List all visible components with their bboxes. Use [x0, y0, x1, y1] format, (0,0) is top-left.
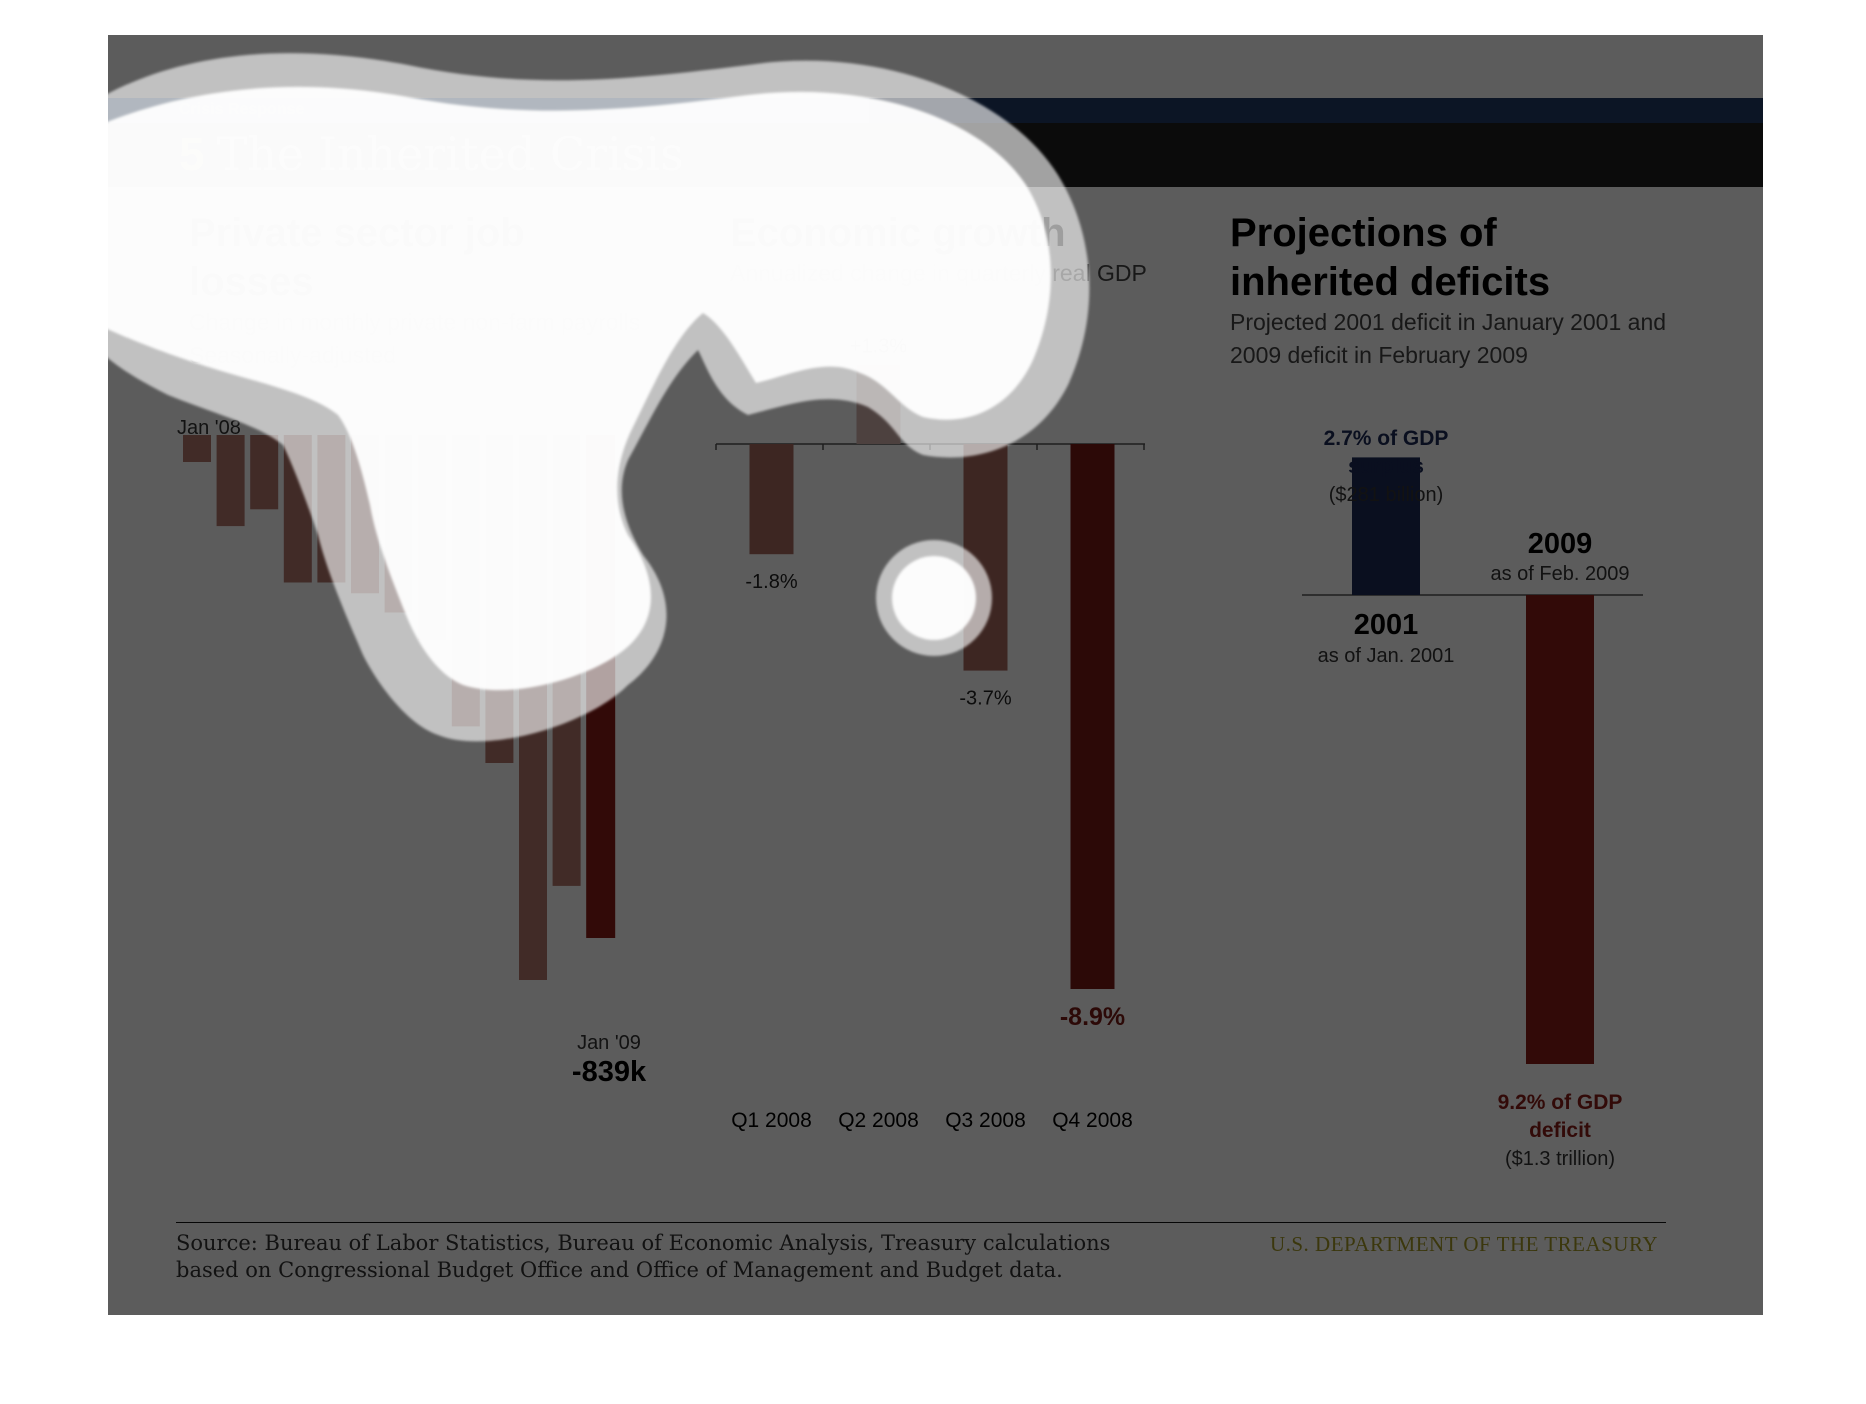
jobs-bar-5: [317, 435, 346, 583]
deficit-bar-2009: [1526, 595, 1594, 1064]
surplus-label-2: surplus: [1348, 455, 1424, 478]
jobs-bar-6: [351, 435, 379, 594]
jobs-bar-3: [250, 435, 279, 510]
jobs-start-label: Jan '08: [177, 417, 241, 439]
jobs-end-value: -839k: [572, 1056, 647, 1088]
jobs-bar-4: [283, 435, 312, 583]
deficit-amount: ($1.3 trillion): [1505, 1148, 1615, 1170]
jobs-bar-8: [418, 435, 447, 640]
slide: Crisis Response 5 The Inherited Crisis Pr…: [108, 35, 1763, 1315]
jobs-chart: [183, 435, 616, 980]
year-2001: 2001: [1354, 609, 1419, 641]
deficit-bar-2001: [1352, 457, 1420, 595]
footer-rule: [176, 1222, 1666, 1223]
gdp-bar-4: [1070, 444, 1115, 989]
jobs-bar-1: [183, 435, 211, 462]
gdp-bar-1: [749, 444, 794, 555]
source-line-1: Source: Bureau of Labor Statistics, Bure…: [176, 1231, 1111, 1255]
gdp-bar-3: [963, 444, 1008, 671]
surplus-label-1: 2.7% of GDP: [1324, 427, 1449, 450]
gdp-category-3: Q3 2008: [945, 1109, 1026, 1132]
gdp-value-label-1: -1.8%: [745, 571, 797, 593]
jobs-bar-10: [485, 435, 514, 763]
jobs-bar-13: [586, 435, 616, 938]
asof-2009: as of Feb. 2009: [1491, 563, 1630, 585]
jobs-bar-11: [519, 435, 547, 980]
jobs-end-label: Jan '09: [577, 1032, 641, 1054]
charts-svg: Jan '08 Jan '09 -839k -1.8% Q1 2008 +1.3% Q…: [177, 335, 1643, 1170]
source-line-2: based on Congressional Budget Office and…: [176, 1258, 1063, 1282]
asof-2001: as of Jan. 2001: [1318, 645, 1455, 667]
jobs-bar-12: [552, 435, 581, 886]
slide-content: Crisis Response 5 The Inherited Crisis Pr…: [108, 35, 1763, 1315]
gdp-value-label-3: -3.7%: [959, 688, 1011, 710]
treasury-brand: U.S. DEPARTMENT OF THE TREASURY: [1269, 1232, 1658, 1256]
gdp-value-label-2: +1.3%: [850, 335, 907, 357]
gdp-bar-2: [856, 364, 901, 444]
jobs-bar-2: [216, 435, 245, 527]
gdp-category-2: Q2 2008: [838, 1109, 919, 1132]
gdp-category-4: Q4 2008: [1052, 1109, 1133, 1132]
source-note: Source: Bureau of Labor Statistics, Bure…: [176, 1230, 1176, 1284]
gdp-category-1: Q1 2008: [731, 1109, 812, 1132]
surplus-amount: ($281 billion): [1329, 484, 1444, 506]
gdp-value-label-4: -8.9%: [1060, 1003, 1125, 1031]
year-2009: 2009: [1528, 528, 1593, 560]
deficit-label-2: deficit: [1529, 1119, 1591, 1142]
jobs-bar-7: [384, 435, 413, 613]
deficit-label-1: 9.2% of GDP: [1498, 1091, 1623, 1114]
gdp-chart: -1.8% Q1 2008 +1.3% Q2 2008 -3.7% Q3 2008 -8.9…: [715, 335, 1145, 1132]
jobs-bar-9: [451, 435, 480, 727]
